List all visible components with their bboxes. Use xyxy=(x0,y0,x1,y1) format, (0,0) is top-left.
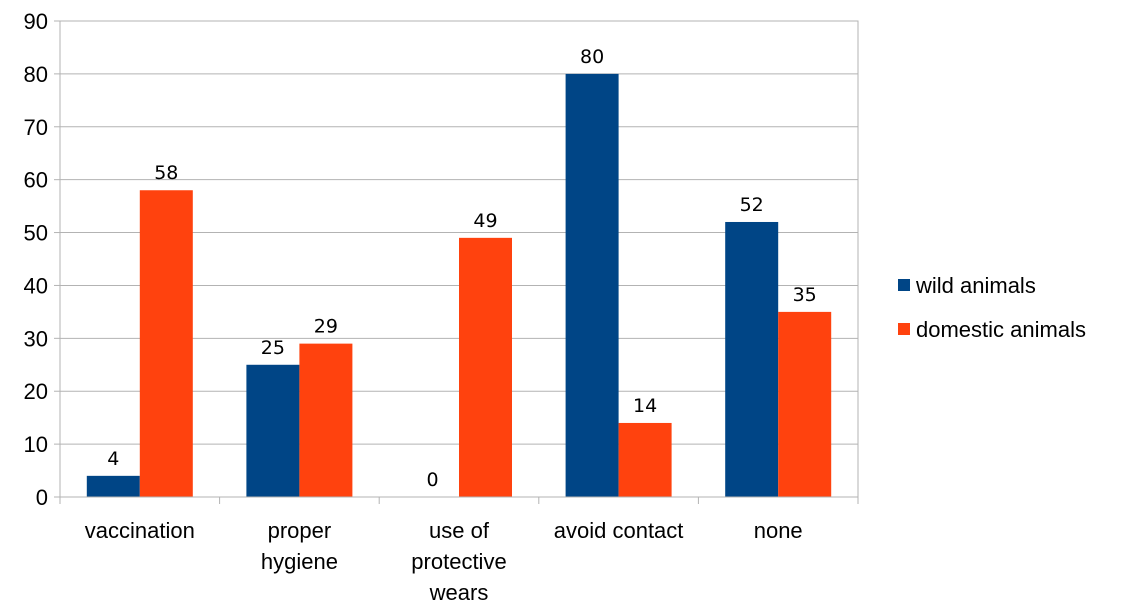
data-label: 0 xyxy=(426,469,438,491)
axes xyxy=(54,20,859,504)
y-tick-label: 90 xyxy=(24,9,48,34)
data-label: 29 xyxy=(314,316,338,338)
data-label: 49 xyxy=(473,210,497,232)
y-tick-label: 20 xyxy=(24,379,48,404)
legend: wild animals domestic animals xyxy=(898,273,1086,342)
y-tick-label: 80 xyxy=(24,62,48,87)
y-tick-label: 40 xyxy=(24,273,48,298)
x-category-label: use of protective wears xyxy=(411,518,506,603)
data-labels: 4 58 25 29 0 49 80 14 52 35 xyxy=(107,46,817,491)
data-label: 4 xyxy=(107,448,119,470)
legend-swatch xyxy=(898,279,910,291)
y-tick-label: 30 xyxy=(24,326,48,351)
bar-domestic-animals xyxy=(459,237,512,497)
x-category-label: vaccination xyxy=(85,518,195,543)
data-label: 80 xyxy=(580,46,604,68)
y-tick-label: 10 xyxy=(24,432,48,457)
data-label: 58 xyxy=(154,162,178,184)
plot-area-border xyxy=(59,20,859,498)
legend-label: domestic animals xyxy=(916,317,1086,342)
data-label: 25 xyxy=(261,337,285,359)
x-category-label: avoid contact xyxy=(554,518,684,543)
legend-swatch xyxy=(898,323,910,335)
data-label: 35 xyxy=(793,284,817,306)
bar-domestic-animals xyxy=(778,311,832,497)
x-category-label: none xyxy=(754,518,803,543)
bar-wild-animals xyxy=(246,364,300,497)
data-label: 52 xyxy=(740,194,764,216)
bars xyxy=(86,73,832,497)
bar-wild-animals xyxy=(565,73,619,497)
legend-label: wild animals xyxy=(915,273,1036,298)
y-tick-label: 70 xyxy=(24,115,48,140)
y-tick-label: 60 xyxy=(24,168,48,193)
y-tick-label: 0 xyxy=(36,485,48,510)
x-category-labels: vaccination proper hygiene use of protective… xyxy=(85,518,803,603)
y-tick-labels: 0 10 20 30 40 50 60 70 80 90 xyxy=(24,9,48,510)
bar-wild-animals xyxy=(725,221,779,497)
bar-domestic-animals xyxy=(618,422,672,497)
bar-wild-animals xyxy=(86,475,140,497)
y-tick-label: 50 xyxy=(24,221,48,246)
bar-domestic-animals xyxy=(299,343,353,497)
bar-domestic-animals xyxy=(139,190,193,497)
x-category-label: proper hygiene xyxy=(261,518,338,574)
data-label: 14 xyxy=(633,395,657,417)
